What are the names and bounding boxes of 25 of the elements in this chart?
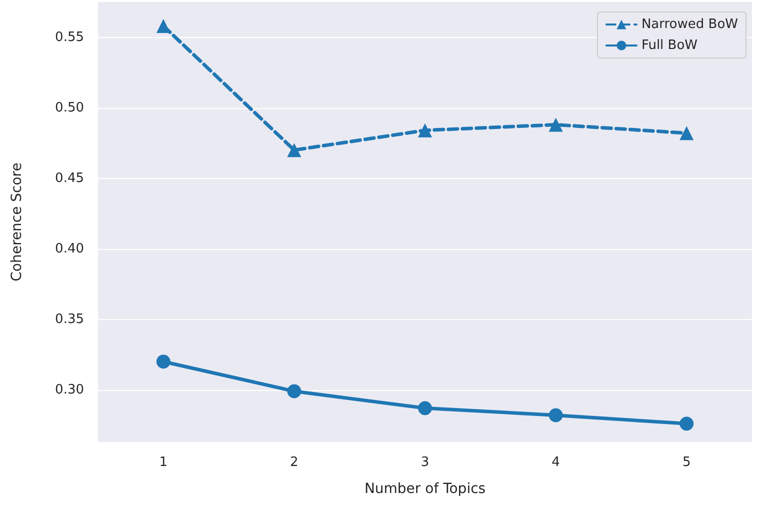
point bbox=[548, 408, 563, 422]
y-tick-label: 0.35 bbox=[55, 312, 84, 327]
point bbox=[680, 126, 694, 140]
x-axis-title: Number of Topics bbox=[364, 481, 486, 497]
point bbox=[418, 401, 432, 416]
y-tick-label: 0.30 bbox=[55, 382, 84, 398]
point bbox=[418, 123, 432, 138]
y-tick-label: 0.55 bbox=[55, 30, 84, 45]
point bbox=[156, 18, 170, 33]
x-tick-label: 1 bbox=[159, 455, 168, 470]
point bbox=[287, 143, 302, 158]
legend-label: Narrowed BoW bbox=[641, 17, 738, 32]
x-tick-label: 4 bbox=[552, 455, 560, 470]
point bbox=[548, 118, 563, 132]
y-tick-label: 0.45 bbox=[55, 170, 84, 186]
x-tick-label: 2 bbox=[290, 455, 298, 470]
point bbox=[156, 354, 170, 369]
y-axis-title: Coherence Score bbox=[9, 162, 25, 282]
x-tick-label: 5 bbox=[682, 455, 691, 470]
point bbox=[287, 384, 302, 398]
point bbox=[680, 416, 694, 431]
legend-label: Full BoW bbox=[641, 38, 698, 53]
x-tick-label: 3 bbox=[420, 455, 430, 470]
y-tick-label: 0.50 bbox=[55, 100, 84, 116]
y-tick-label: 0.40 bbox=[55, 241, 84, 256]
